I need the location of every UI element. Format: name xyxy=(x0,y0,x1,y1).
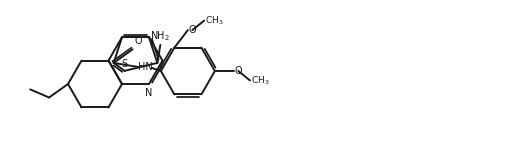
Text: O: O xyxy=(135,36,142,46)
Text: NH$_2$: NH$_2$ xyxy=(150,29,170,43)
Text: HN: HN xyxy=(138,62,153,72)
Text: CH$_3$: CH$_3$ xyxy=(205,14,224,27)
Text: S: S xyxy=(121,59,128,69)
Text: CH$_3$: CH$_3$ xyxy=(251,74,270,87)
Text: O: O xyxy=(189,25,197,35)
Text: N: N xyxy=(145,88,153,98)
Text: O: O xyxy=(235,66,242,76)
